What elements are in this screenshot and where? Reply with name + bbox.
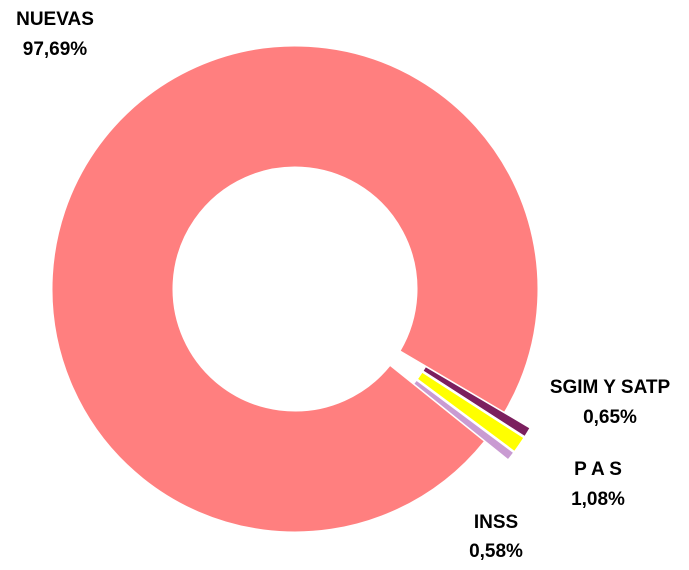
slice-label: P A S [574, 459, 622, 480]
slice-value-label: 0,58% [469, 541, 523, 562]
slice-label: SGIM Y SATP [550, 377, 671, 398]
slice-value-label: 0,65% [583, 407, 637, 428]
slice-value-label: 97,69% [23, 39, 88, 60]
donut-slice [416, 371, 525, 453]
slice-label: NUEVAS [16, 9, 94, 30]
slice-label: INSS [474, 512, 518, 533]
slice-value-label: 1,08% [571, 489, 625, 510]
donut-slice [413, 379, 515, 461]
donut-slice [422, 365, 531, 438]
donut-slice [51, 45, 539, 533]
